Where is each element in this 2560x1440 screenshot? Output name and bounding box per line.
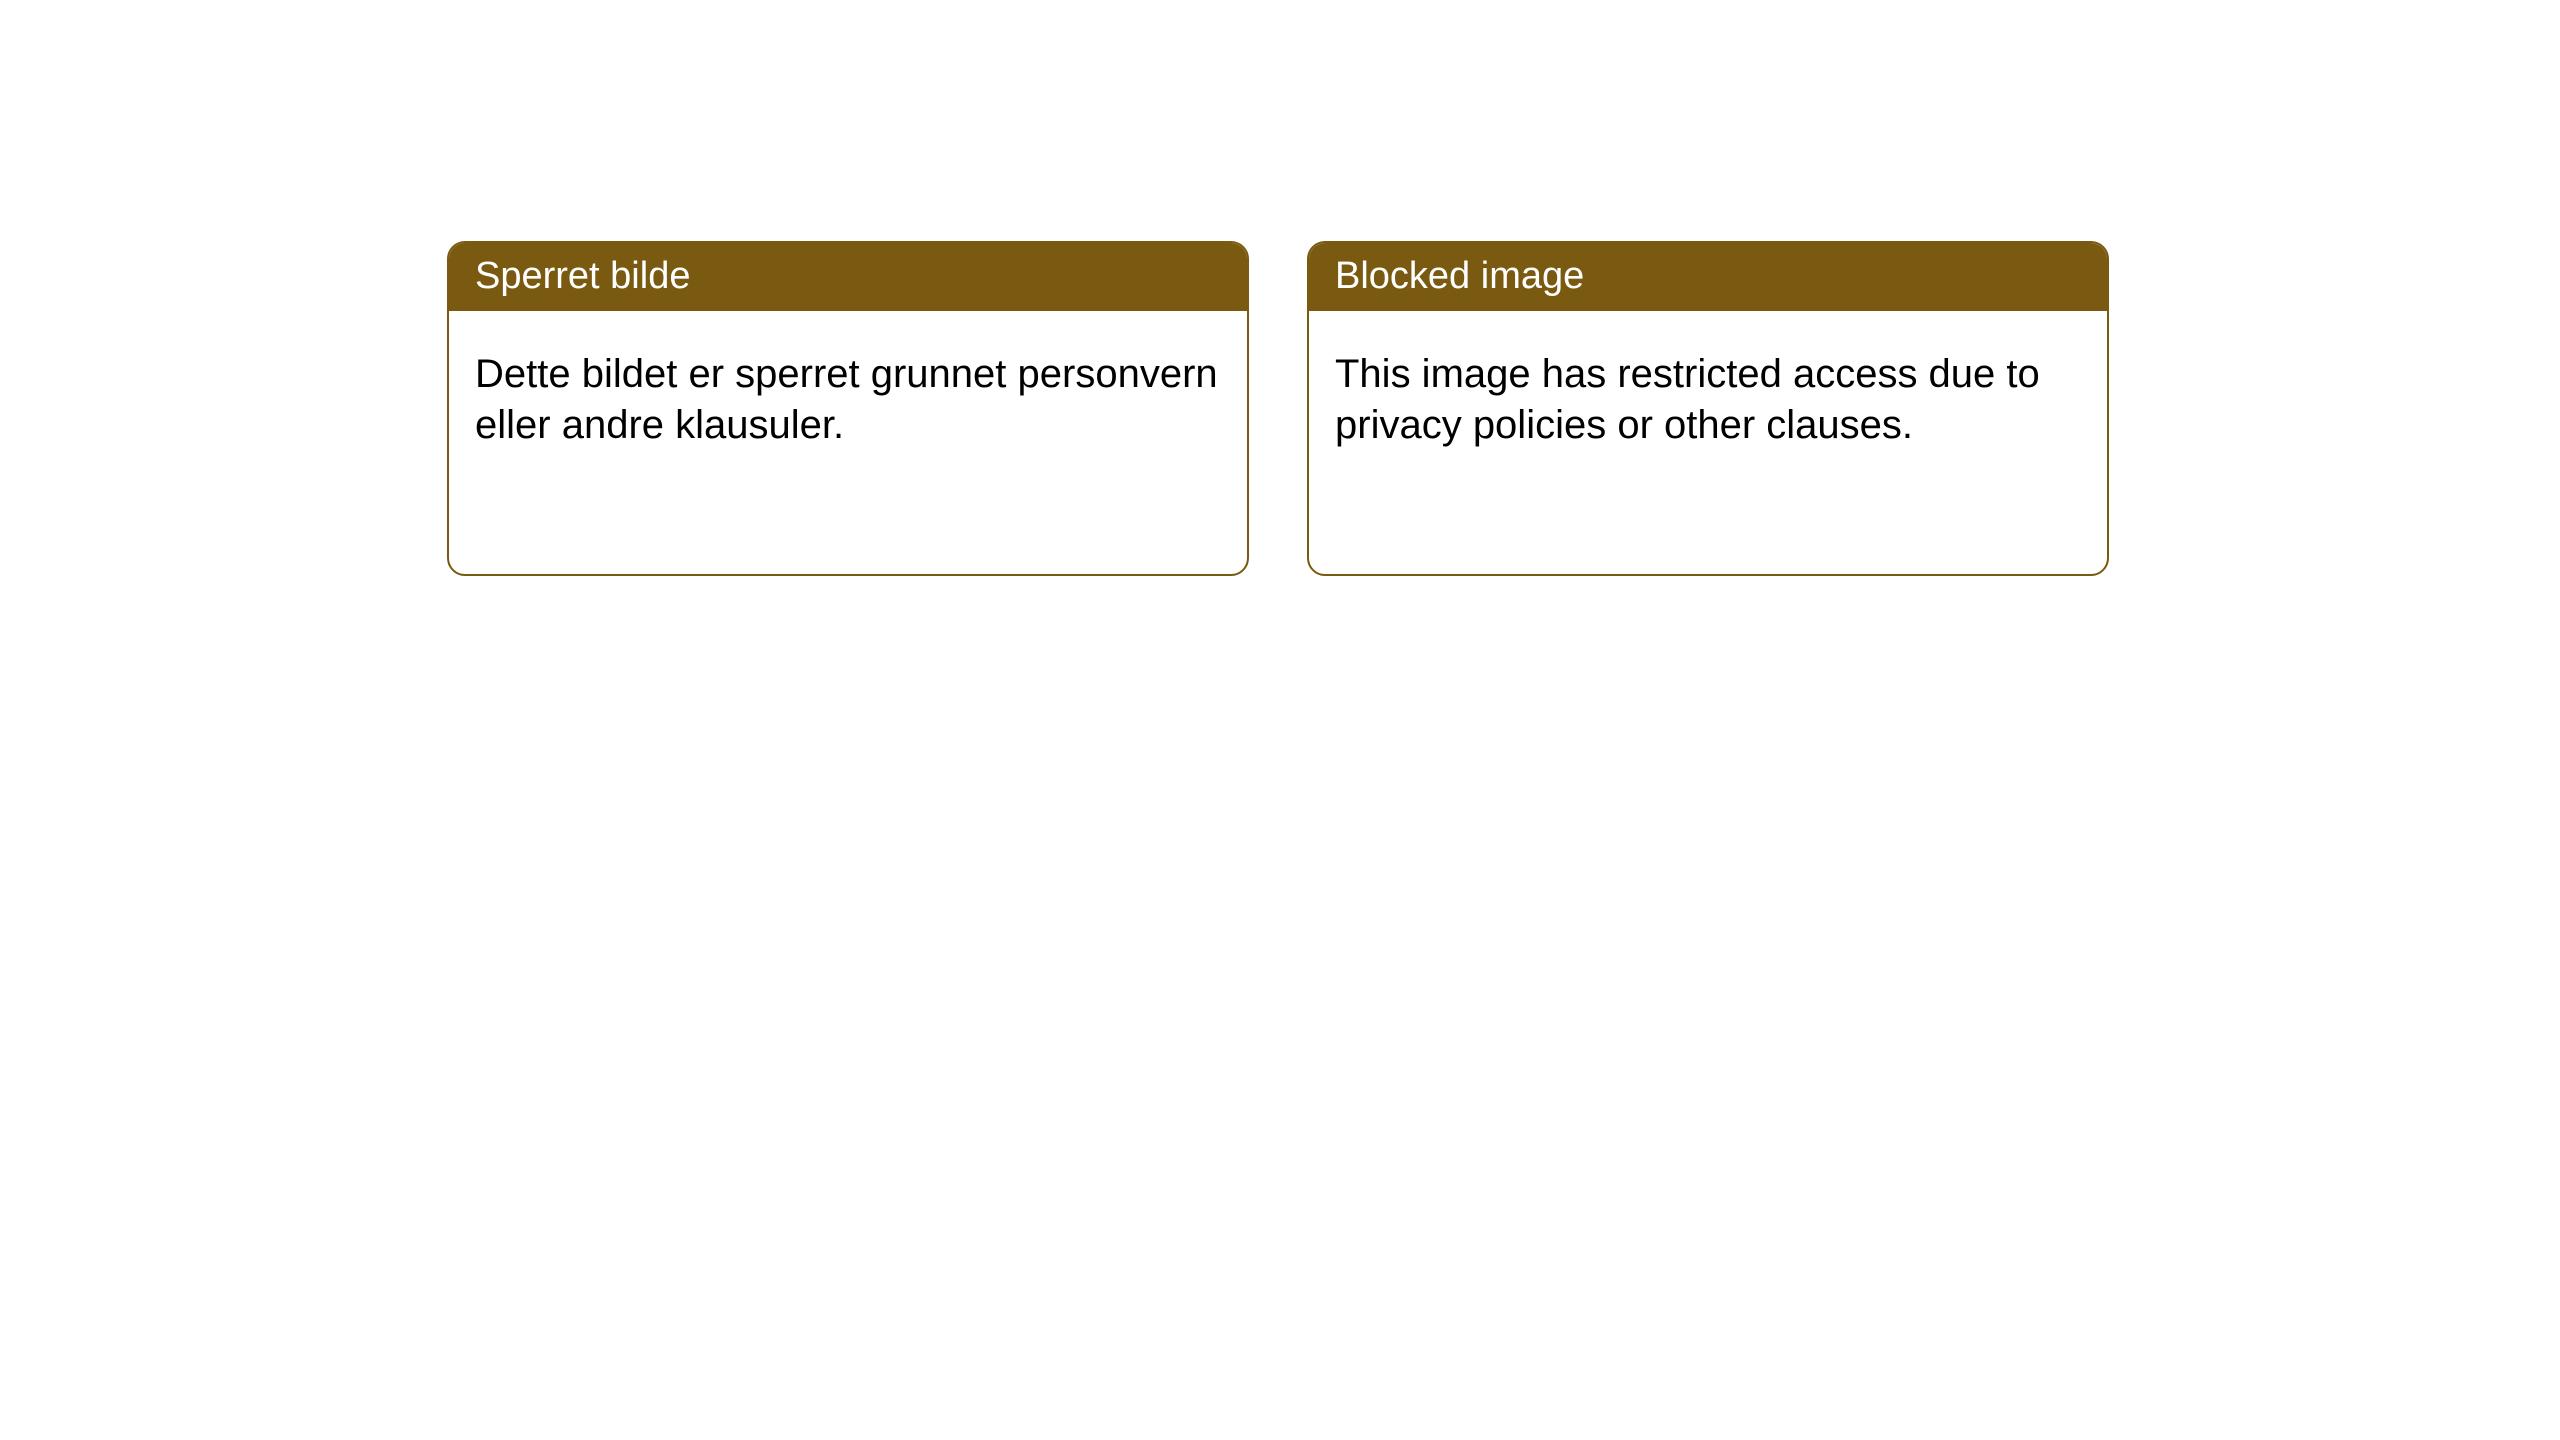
notice-body-no: Dette bildet er sperret grunnet personve… xyxy=(449,311,1247,489)
notice-title-en: Blocked image xyxy=(1309,243,2107,311)
notice-body-en: This image has restricted access due to … xyxy=(1309,311,2107,489)
notice-card-en: Blocked image This image has restricted … xyxy=(1307,241,2109,576)
notice-container: Sperret bilde Dette bildet er sperret gr… xyxy=(0,0,2560,576)
notice-title-no: Sperret bilde xyxy=(449,243,1247,311)
notice-card-no: Sperret bilde Dette bildet er sperret gr… xyxy=(447,241,1249,576)
